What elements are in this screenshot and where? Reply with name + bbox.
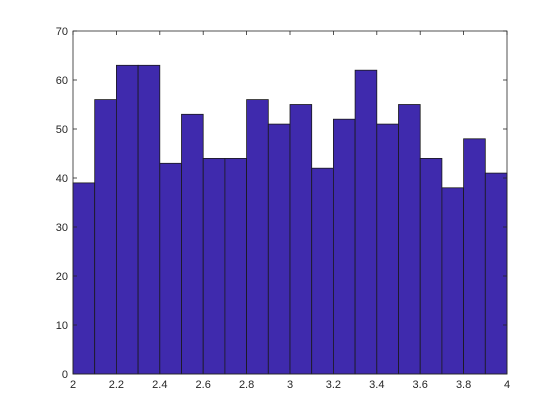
histogram-bar	[116, 64, 139, 375]
histogram-bar	[289, 104, 313, 375]
histogram-bar	[332, 118, 356, 375]
histogram-bar	[484, 172, 508, 375]
x-tick-label: 3.8	[456, 379, 471, 391]
histogram-bar	[224, 157, 247, 375]
y-tick-label: 60	[56, 75, 68, 87]
x-tick-label: 3.4	[369, 379, 384, 391]
histogram-bar	[202, 157, 226, 375]
histogram-bar	[94, 99, 117, 375]
histogram-bar	[311, 167, 334, 375]
x-tick-label: 2	[70, 379, 76, 391]
histogram-bar	[137, 64, 161, 375]
x-tick-label: 2.2	[109, 379, 124, 391]
histogram-bar	[376, 123, 399, 375]
histogram-bar	[267, 123, 291, 375]
bars-group	[72, 64, 508, 375]
x-tick-label: 3	[287, 379, 293, 391]
histogram-bar	[398, 104, 421, 375]
histogram-bar	[441, 187, 464, 375]
x-tick-label: 2.6	[196, 379, 211, 391]
y-tick-label: 30	[56, 222, 68, 234]
y-tick-label: 40	[56, 173, 68, 185]
x-tick-label: 2.8	[239, 379, 254, 391]
y-tick-label: 10	[56, 320, 68, 332]
histogram-bar	[246, 99, 269, 375]
x-tick-label: 2.4	[152, 379, 167, 391]
histogram-bar	[463, 138, 486, 375]
y-tick-label: 70	[56, 26, 68, 38]
x-axis-ticks: 2 2.2 2.4 2.6 2.8 3 3.2 3.4 3.6 3.8 4	[70, 31, 510, 391]
y-tick-label: 0	[62, 369, 68, 381]
y-tick-label: 50	[56, 124, 68, 136]
histogram-bar	[72, 182, 96, 375]
x-tick-label: 3.6	[413, 379, 428, 391]
histogram-bar	[419, 157, 443, 375]
histogram-bar	[181, 113, 204, 375]
y-tick-label: 20	[56, 271, 68, 283]
x-tick-label: 3.2	[326, 379, 341, 391]
y-axis-ticks: 0 10 20 30 40 50 60 70	[56, 26, 507, 381]
x-tick-label: 4	[504, 379, 510, 391]
histogram-bar	[354, 69, 378, 375]
histogram-bar	[159, 162, 182, 375]
